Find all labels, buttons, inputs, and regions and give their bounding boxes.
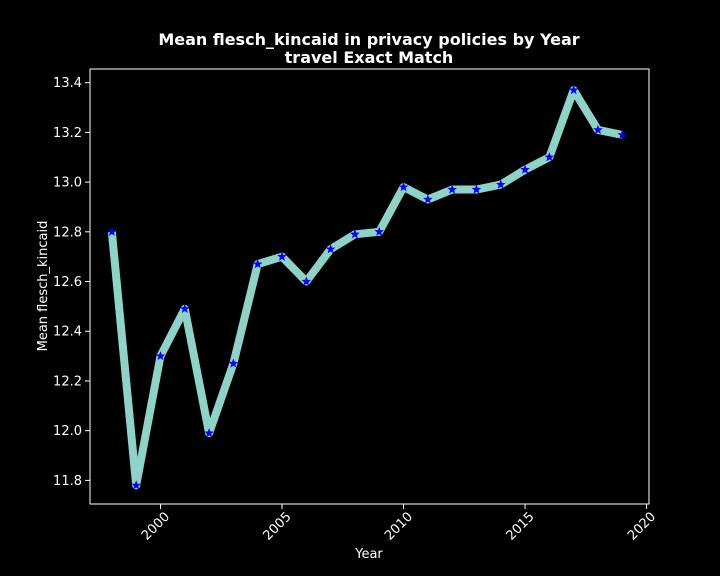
data-point-marker [495, 179, 506, 189]
data-point-marker [131, 480, 141, 490]
y-tick-label: 13.2 [53, 126, 82, 141]
data-point-marker [252, 259, 263, 269]
y-tick-label: 12.4 [53, 325, 82, 340]
data-point-marker [228, 358, 239, 368]
y-tick-label: 12.2 [53, 374, 82, 389]
data-point-marker [107, 226, 117, 236]
data-point-marker [179, 303, 190, 313]
data-point-marker [520, 164, 530, 174]
data-point-marker [277, 251, 287, 261]
y-tick-label: 12.8 [53, 225, 82, 240]
chart-subtitle: travel Exact Match [285, 48, 454, 67]
y-tick-label: 13.0 [53, 176, 82, 191]
plot-frame [89, 68, 650, 505]
data-point-marker [544, 152, 555, 162]
data-point-marker [398, 182, 409, 192]
data-point-marker [350, 229, 360, 239]
y-tick-label: 12.0 [53, 424, 82, 439]
data-point-marker [447, 184, 457, 194]
y-axis: 11.8 12.0 12.2 12.4 12.6 12.8 13.0 13.2 13.4 [53, 76, 90, 489]
x-axis-label: Year [354, 547, 383, 562]
y-axis-label: Mean flesch_kincaid [36, 221, 51, 352]
chart-title: Mean flesch_kincaid in privacy policies … [158, 30, 579, 49]
y-tick-label: 13.4 [53, 76, 82, 91]
series-layer [107, 85, 628, 490]
data-point-marker [617, 129, 628, 139]
series-line [107, 86, 624, 490]
y-tick-label: 11.8 [53, 474, 82, 489]
data-point-marker [471, 184, 482, 194]
y-tick-label: 12.6 [53, 275, 82, 290]
data-point-marker [204, 428, 214, 438]
data-point-marker [374, 226, 385, 236]
data-point-marker [325, 244, 336, 254]
data-point-marker [568, 85, 579, 95]
data-point-marker [155, 351, 166, 361]
data-point-marker [593, 124, 603, 134]
data-point-marker [423, 194, 433, 204]
data-point-marker [301, 276, 312, 286]
